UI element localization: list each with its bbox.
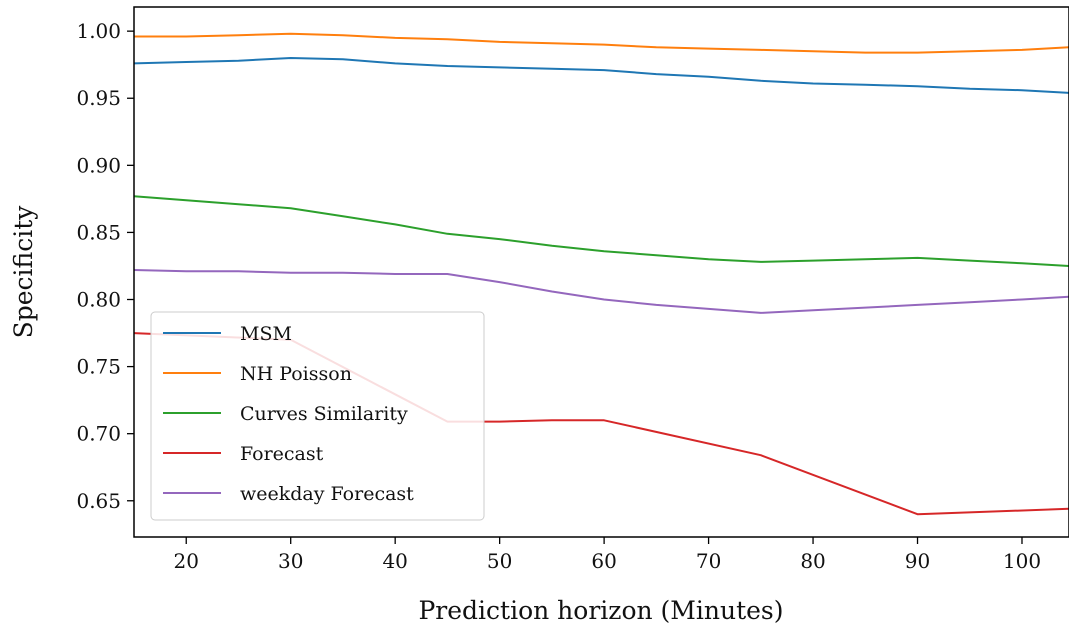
y-tick-label: 0.95	[76, 86, 121, 110]
y-axis-label: Specificity	[9, 205, 38, 339]
y-tick-label: 0.90	[76, 153, 121, 177]
y-tick-label: 1.00	[76, 19, 121, 43]
legend-entries: MSM NH Poisson Curves Similarity Forecast we…	[163, 323, 414, 505]
plot-frame	[133, 6, 1069, 538]
legend-label: Forecast	[240, 443, 324, 465]
y-tick-label: 0.80	[76, 288, 121, 312]
series-line-1	[134, 32, 1069, 54]
series-line-2	[133, 195, 1069, 267]
x-axis-ticks: 20 30 40 50 60 70 80 90 100	[174, 537, 1041, 573]
x-tick-label: 60	[591, 549, 616, 573]
x-tick-label: 80	[800, 549, 825, 573]
x-tick-label: 20	[174, 549, 199, 573]
legend-label: weekday Forecast	[240, 483, 414, 505]
legend-label: NH Poisson	[240, 363, 352, 385]
legend-label: Curves Similarity	[240, 403, 408, 425]
y-tick-label: 0.85	[76, 220, 121, 244]
x-axis-label: Prediction horizon (Minutes)	[418, 596, 783, 625]
series-line-0	[133, 57, 1069, 94]
legend-box	[150, 311, 485, 521]
x-tick-label: 70	[696, 549, 721, 573]
y-axis-ticks: 0.65 0.70 0.75 0.80 0.85 0.90 0.95 1.00	[76, 19, 134, 513]
x-tick-label: 90	[905, 549, 930, 573]
series-line-4	[133, 269, 1069, 314]
y-tick-label: 0.75	[76, 355, 121, 379]
x-tick-label: 40	[382, 549, 407, 573]
legend-label: MSM	[240, 323, 292, 345]
x-tick-label: 30	[278, 549, 303, 573]
x-tick-label: 100	[1003, 549, 1041, 573]
x-tick-label: 50	[487, 549, 512, 573]
y-tick-label: 0.65	[76, 489, 121, 513]
y-tick-label: 0.70	[76, 422, 121, 446]
legend: MSM NH Poisson Curves Similarity Forecast we…	[150, 311, 485, 521]
